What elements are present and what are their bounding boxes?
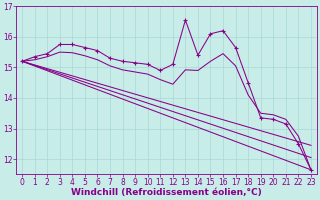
X-axis label: Windchill (Refroidissement éolien,°C): Windchill (Refroidissement éolien,°C) (71, 188, 262, 197)
